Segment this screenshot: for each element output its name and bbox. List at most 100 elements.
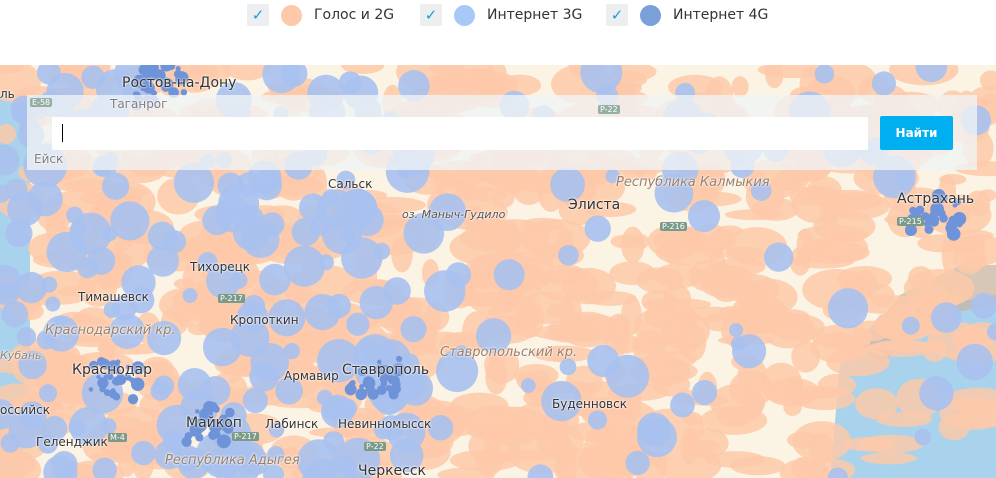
- coverage-2g: [222, 65, 273, 81]
- coverage-3g: [971, 292, 996, 319]
- coverage-3g: [41, 415, 68, 442]
- internet-3g-swatch: [454, 4, 475, 26]
- coverage-2g: [688, 439, 721, 453]
- coverage-3g: [729, 323, 744, 338]
- coverage-3g: [259, 263, 291, 296]
- coverage-4g: [88, 387, 94, 392]
- coverage-3g: [359, 285, 393, 320]
- city-label: Элиста: [568, 197, 621, 213]
- coverage-3g: [242, 387, 268, 414]
- coverage-4g: [173, 69, 183, 79]
- coverage-4g: [953, 198, 962, 206]
- coverage-3g: [654, 173, 694, 213]
- search-button[interactable]: Найти: [880, 116, 953, 150]
- coverage-2g: [903, 269, 975, 308]
- coverage-3g: [871, 71, 897, 96]
- coverage-4g: [130, 377, 145, 392]
- coverage-3g: [109, 313, 145, 350]
- coverage-3g: [92, 457, 117, 478]
- coverage-3g: [732, 334, 767, 369]
- coverage-3g: [827, 467, 848, 478]
- coverage-3g: [0, 144, 20, 176]
- city-label: Черкесск: [358, 463, 427, 478]
- coverage-3g: [550, 167, 585, 202]
- coverage-4g: [930, 202, 944, 216]
- city-label: Ейск: [34, 152, 64, 166]
- coverage-2g: [680, 307, 698, 328]
- coverage-4g: [106, 360, 121, 374]
- coverage-3g: [427, 414, 454, 441]
- road-sign: P-216: [660, 222, 687, 231]
- coverage-4g: [379, 374, 389, 384]
- coverage-3g: [327, 293, 352, 318]
- coverage-2g: [546, 346, 572, 362]
- coverage-3g: [8, 412, 45, 449]
- coverage-2g: [632, 329, 667, 366]
- coverage-4g: [923, 220, 932, 228]
- road-sign: P-22: [598, 105, 620, 114]
- coverage-3g: [103, 301, 121, 319]
- coverage-3g: [153, 375, 175, 397]
- coverage-3g: [587, 344, 620, 378]
- coverage-2g: [867, 339, 934, 357]
- coverage-3g: [263, 464, 285, 478]
- coverage-2g: [813, 210, 876, 243]
- coverage-3g: [901, 316, 920, 335]
- coverage-3g: [386, 412, 426, 452]
- coverage-3g: [68, 419, 86, 437]
- coverage-2g: [822, 194, 850, 217]
- coverage-4g: [125, 364, 132, 370]
- coverage-4g: [159, 77, 174, 91]
- coverage-4g: [367, 388, 379, 400]
- legend-item-internet-3g[interactable]: ✓ Интернет 3G: [420, 3, 582, 27]
- coverage-2g: [791, 340, 821, 373]
- coverage-3g: [45, 296, 61, 312]
- coverage-3g: [182, 288, 198, 303]
- coverage-4g: [194, 409, 200, 414]
- coverage-3g: [81, 65, 105, 89]
- region-label: Ставропольский кр.: [440, 345, 578, 360]
- coverage-3g: [236, 172, 262, 197]
- coverage-4g: [112, 392, 121, 401]
- coverage-3g: [275, 377, 303, 405]
- internet-4g-swatch: [640, 4, 661, 26]
- coverage-4g: [225, 407, 235, 418]
- checkmark-icon[interactable]: ✓: [420, 4, 442, 26]
- coverage-3g: [177, 447, 210, 478]
- coverage-3g: [206, 263, 241, 299]
- road-sign: E-58: [30, 98, 53, 107]
- coverage-4g: [937, 193, 948, 204]
- coverage-4g: [141, 75, 150, 84]
- search-input[interactable]: [52, 117, 868, 150]
- coverage-3g: [121, 265, 156, 300]
- coverage-3g: [424, 270, 466, 312]
- coverage-2g: [559, 294, 582, 334]
- coverage-4g: [355, 387, 368, 400]
- coverage-2g: [701, 273, 750, 299]
- checkmark-icon[interactable]: ✓: [247, 4, 269, 26]
- coverage-2g: [717, 405, 753, 428]
- legend-item-voice-2g[interactable]: ✓ Голос и 2G: [247, 3, 394, 27]
- coverage-2g: [680, 323, 707, 362]
- coverage-3g: [986, 323, 996, 341]
- coverage-2g: [644, 304, 679, 329]
- coverage-3g: [428, 193, 467, 231]
- coverage-4g: [952, 212, 967, 226]
- coverage-3g: [0, 399, 16, 430]
- coverage-3g: [541, 380, 582, 422]
- coverage-4g: [206, 412, 211, 417]
- coverage-4g: [198, 420, 208, 430]
- coverage-4g: [144, 65, 159, 75]
- coverage-2g: [731, 76, 749, 98]
- coverage-4g: [359, 384, 365, 390]
- checkmark-icon[interactable]: ✓: [606, 4, 628, 26]
- legend-label: Голос и 2G: [314, 7, 395, 23]
- region-label: Республика Адыгея: [165, 453, 300, 468]
- coverage-4g: [103, 373, 109, 379]
- coverage-3g: [827, 288, 869, 329]
- coverage-4g: [376, 385, 387, 395]
- coverage-3g: [336, 170, 356, 190]
- legend-label: Интернет 4G: [673, 7, 769, 23]
- coverage-4g: [96, 356, 106, 366]
- legend-item-internet-4g[interactable]: ✓ Интернет 4G: [606, 3, 768, 27]
